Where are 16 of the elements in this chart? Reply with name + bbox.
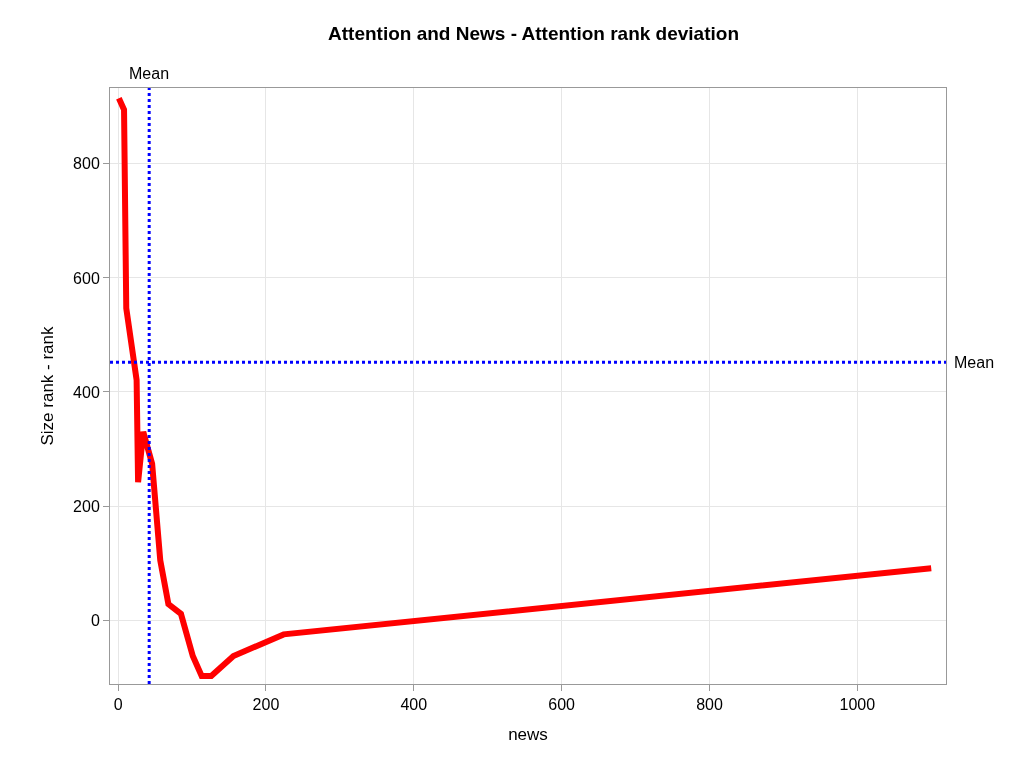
x-tick-label: 400	[400, 696, 428, 714]
y-tick-label: 800	[73, 155, 100, 173]
x-tick-label: 0	[113, 696, 123, 714]
ref-line-label: Mean	[129, 65, 170, 82]
y-tick-label: 600	[73, 269, 100, 287]
y-tick-label: 200	[73, 497, 100, 515]
y-tick-label: 0	[90, 611, 100, 629]
x-tick-label: 1000	[839, 696, 876, 714]
chart-title: Attention and News - Attention rank deviation	[328, 23, 740, 45]
x-tick-label: 200	[252, 696, 280, 714]
x-tick-label: 600	[548, 696, 576, 714]
x-axis-title: news	[508, 724, 548, 744]
ref-line-label: Mean	[954, 354, 995, 371]
y-axis-title: Size rank - rank	[37, 325, 57, 446]
y-tick-label: 400	[73, 383, 100, 401]
x-tick-label: 800	[696, 696, 723, 714]
